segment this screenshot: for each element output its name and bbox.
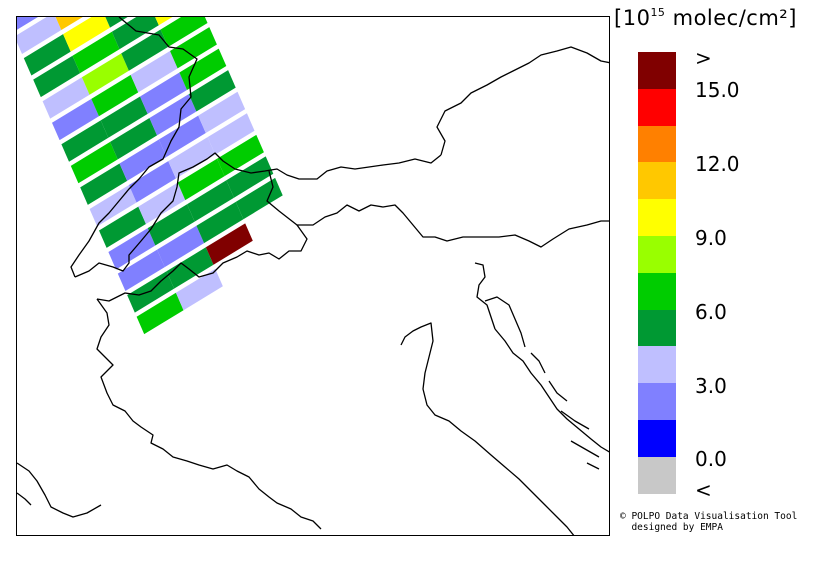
swath-pixel: [119, 139, 167, 181]
swath-pixel: [99, 206, 146, 248]
colorbar-tick-5: 3.0: [695, 374, 727, 398]
swath-pixel: [147, 204, 195, 246]
border-switzerland-italy: [96, 204, 609, 302]
credit-text: © POLPO Data Visualisation Tool designed…: [620, 511, 797, 533]
colorbar-swatch-4: [638, 199, 676, 236]
swath-pixel: [81, 53, 129, 95]
credit-line-1: © POLPO Data Visualisation Tool: [620, 511, 798, 522]
coast-adriatic-italy: [400, 322, 575, 535]
colorbar-swatch-6: [638, 272, 676, 310]
swath-pixel: [70, 141, 118, 184]
swath-pixel: [110, 118, 158, 160]
colorbar-swatch-3: [638, 162, 676, 200]
swath-pixel: [17, 17, 62, 54]
colorbar-swatch-8: [638, 346, 676, 384]
swath-pixel: [23, 34, 71, 76]
swath-pixel: [121, 29, 169, 71]
swath-pixel: [55, 17, 83, 31]
colorbar-swatch-9: [638, 383, 676, 420]
swath-pixel: [235, 177, 283, 220]
coast-ligurian: [17, 462, 102, 518]
border-austria-switzerland-east: [266, 170, 298, 226]
border-france-germany: [70, 17, 198, 278]
colorbar-swatch-1: [638, 88, 676, 126]
swath-pixel: [175, 268, 223, 311]
swath-pixel: [158, 115, 206, 157]
swath-pixel: [89, 185, 137, 227]
swath-pixel: [138, 182, 186, 224]
swath-pixel: [33, 55, 81, 98]
swath-pixel: [155, 17, 173, 26]
swath-pixel: [198, 91, 246, 134]
swath-pixel: [207, 113, 255, 155]
colorbar-tick-4: 6.0: [695, 300, 727, 324]
swath-pixel: [128, 161, 176, 203]
swath-pixel: [17, 17, 38, 30]
colorbar-swatch-10: [638, 419, 676, 457]
colorbar-tick-0: >: [695, 46, 712, 70]
colorbar-swatch-5: [638, 235, 676, 273]
swath-pixel: [177, 158, 225, 201]
colorbar-unit-label: [1015 molec/cm²]: [614, 6, 797, 30]
country-borders: [17, 17, 609, 535]
border-france-italy: [96, 298, 322, 530]
colorbar-swatch-11: [638, 456, 676, 494]
swath-pixel: [187, 180, 234, 222]
swath-pixel: [61, 120, 109, 162]
colorbar-swatch-7: [638, 309, 676, 347]
swath-pixel: [160, 17, 208, 47]
swath-pixel: [216, 134, 264, 177]
swath-pixel: [188, 70, 236, 112]
swath-pixel: [91, 74, 139, 117]
border-italy-slovenia: [474, 262, 496, 330]
swath-pixel: [169, 27, 217, 69]
swath-pixel: [205, 223, 253, 265]
swath-pixel: [127, 271, 175, 313]
colorbar-tick-3: 9.0: [695, 226, 727, 250]
swath-pixel: [80, 163, 128, 205]
colorbar-tick-7: <: [695, 478, 712, 502]
credit-line-2: designed by EMPA: [620, 522, 723, 533]
mediterranean-edge: [17, 492, 32, 506]
map-frame[interactable]: [16, 16, 610, 536]
swath-pixel: [111, 17, 159, 50]
swath-pixel: [179, 48, 227, 90]
swath-pixel: [117, 249, 165, 292]
colorbar-tick-6: 0.0: [695, 447, 727, 471]
swath-pixel: [136, 292, 184, 335]
colorbar-tick-2: 12.0: [695, 152, 740, 176]
swath-pixel: [196, 201, 244, 244]
swath-pixel: [130, 50, 178, 93]
coast-istria: [484, 296, 526, 348]
swath-pixel: [226, 156, 274, 198]
swath-pixel: [166, 247, 214, 289]
map-canvas[interactable]: [17, 17, 610, 536]
coast-adriatic-croatia: [494, 328, 609, 453]
border-germany-austria: [436, 46, 609, 156]
islands-croatia: [530, 352, 600, 470]
satellite-swath: [17, 17, 283, 335]
colorbar: [638, 52, 676, 494]
swath-pixel: [63, 17, 111, 52]
border-switzerland-north: [74, 152, 442, 278]
swath-pixel: [52, 98, 99, 141]
swath-pixel: [72, 31, 120, 74]
swath-pixel: [42, 77, 90, 119]
swath-pixel: [157, 225, 205, 268]
swath-pixel: [168, 137, 216, 179]
colorbar-tick-1: 15.0: [695, 78, 740, 102]
swath-pixel: [100, 96, 148, 138]
colorbar-swatch-0: [638, 52, 676, 89]
colorbar-swatch-2: [638, 125, 676, 163]
swath-pixel: [140, 72, 187, 114]
